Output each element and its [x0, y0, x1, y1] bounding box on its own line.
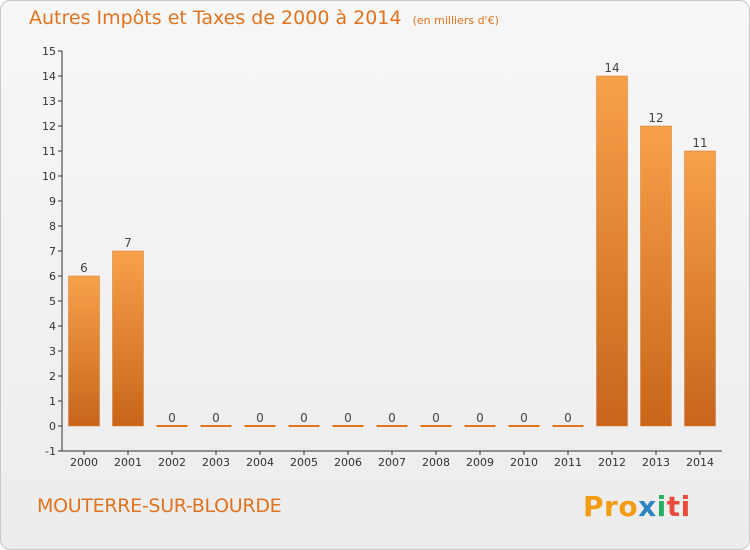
x-tick-label: 2008	[422, 456, 450, 469]
x-tick-label: 2010	[510, 456, 538, 469]
data-label: 7	[124, 236, 132, 250]
x-tick-label: 2014	[686, 456, 714, 469]
bar	[288, 425, 320, 427]
bar	[684, 150, 716, 427]
y-tick-label: 4	[49, 320, 56, 333]
data-label: 0	[432, 411, 440, 425]
data-label: 0	[520, 411, 528, 425]
data-label: 0	[476, 411, 484, 425]
y-tick-label: 3	[49, 345, 56, 358]
data-label: 0	[212, 411, 220, 425]
data-label: 14	[604, 61, 619, 75]
x-tick-label: 2009	[466, 456, 494, 469]
bar	[68, 275, 100, 427]
y-tick-label: 14	[42, 70, 56, 83]
bar	[200, 425, 232, 427]
bar	[464, 425, 496, 427]
x-tick-label: 2007	[378, 456, 406, 469]
data-label: 0	[388, 411, 396, 425]
chart-title-main: Autres Impôts et Taxes de 2000 à 2014	[29, 7, 402, 29]
x-tick-label: 2012	[598, 456, 626, 469]
y-tick-label: 11	[42, 145, 56, 158]
proxiti-logo[interactable]: Proxiti	[583, 490, 691, 523]
data-label: 0	[300, 411, 308, 425]
bar	[640, 125, 672, 427]
y-tick-label: 8	[49, 220, 56, 233]
bar	[376, 425, 408, 427]
x-tick-label: 2001	[114, 456, 142, 469]
data-label: 0	[168, 411, 176, 425]
chart-title: Autres Impôts et Taxes de 2000 à 2014 (e…	[29, 7, 499, 29]
y-tick-label: 6	[49, 270, 56, 283]
bar	[552, 425, 584, 427]
data-label: 0	[564, 411, 572, 425]
bar	[244, 425, 276, 427]
data-label: 12	[648, 111, 663, 125]
data-label: 6	[80, 261, 88, 275]
y-tick-label: 12	[42, 120, 56, 133]
x-tick-label: 2002	[158, 456, 186, 469]
y-tick-label: 13	[42, 95, 56, 108]
x-tick-label: 2011	[554, 456, 582, 469]
y-tick-label: 15	[42, 45, 56, 58]
y-tick-label: 5	[49, 295, 56, 308]
y-tick-label: 1	[49, 395, 56, 408]
y-tick-label: 7	[49, 245, 56, 258]
data-label: 0	[344, 411, 352, 425]
chart-labels: 6 7 0 0 0 0 0 0 0 0 0 0 14 12 11	[80, 61, 707, 425]
bar	[596, 75, 628, 427]
bar	[332, 425, 364, 427]
chart-title-unit: (en milliers d'€)	[412, 14, 499, 27]
bar	[508, 425, 540, 427]
x-tick-label: 2005	[290, 456, 318, 469]
commune-name: MOUTERRE-SUR-BLOURDE	[37, 495, 282, 517]
x-tick-label: 2013	[642, 456, 670, 469]
chart-bars	[68, 75, 716, 427]
y-tick-label: 0	[49, 420, 56, 433]
bar	[112, 250, 144, 427]
x-tick-label: 2003	[202, 456, 230, 469]
data-label: 0	[256, 411, 264, 425]
y-tick-label: 2	[49, 370, 56, 383]
y-tick-label: 10	[42, 170, 56, 183]
data-label: 11	[692, 136, 707, 150]
x-tick-label: 2000	[70, 456, 98, 469]
x-tick-label: 2006	[334, 456, 362, 469]
y-tick-label: 9	[49, 195, 56, 208]
y-tick-label: -1	[45, 445, 56, 458]
bar	[420, 425, 452, 427]
x-tick-label: 2004	[246, 456, 274, 469]
bar	[156, 425, 188, 427]
